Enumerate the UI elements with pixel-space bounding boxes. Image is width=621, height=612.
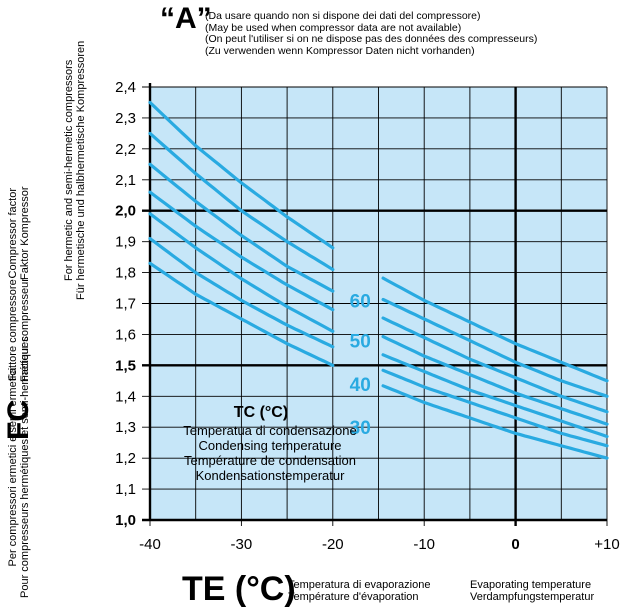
legend: TC (°C) Temperatua di condensazione Cond… (183, 404, 356, 483)
y-tick-label: 2,1 (115, 172, 136, 189)
curve-segment-left (148, 212, 335, 333)
y-tick-label: 1,6 (115, 326, 136, 343)
curve-segment-right (381, 297, 609, 398)
curve-segment-right (381, 276, 609, 383)
y-tick-label: 1,3 (115, 419, 136, 436)
y-tick-label: 2,2 (115, 141, 136, 158)
curve-segment-left (148, 190, 335, 312)
x-tick-label: -30 (231, 536, 253, 553)
x-tick-label: -20 (322, 536, 344, 553)
y-tick-label: 1,9 (115, 234, 136, 251)
curve-label: 60 (350, 291, 371, 312)
curve-label: 50 (350, 332, 371, 353)
legend-line-english: Condensing temperature (198, 438, 341, 453)
note-italian: (Da usare quando non si dispone dei dati… (205, 10, 481, 22)
grid-lines (142, 83, 608, 526)
y-tick-label: 1,1 (115, 481, 136, 498)
y-tick-label: 2,3 (115, 110, 136, 127)
evap-note-right: Evaporating temperature Verdampfungstemp… (470, 579, 595, 603)
y-tick-label: 1,0 (115, 512, 136, 529)
y-tick-label: 1,7 (115, 296, 136, 313)
tick-labels: 1,0 1,1 1,2 1,3 1,4 1,5 1,6 1,7 1,8 1,9 2,0 2,1 2,2 2… (115, 79, 620, 553)
x-tick-label: +10 (594, 536, 619, 553)
evap-note-french: Température d'évaporation (288, 590, 419, 603)
evap-note-english: Evaporating temperature (470, 579, 592, 591)
note-english: (May be used when compressor data are no… (205, 21, 462, 34)
x-tick-label: -40 (139, 536, 161, 553)
evap-note-german: Verdampfungstemperatur (470, 590, 595, 603)
y-tick-label: 2,4 (115, 79, 136, 96)
legend-line-italian: Temperatua di condensazione (183, 423, 356, 438)
curve-segment-right (381, 384, 609, 460)
legend-line-french: Température de condensation (184, 453, 356, 468)
curve-labels: 60 50 40 30 (350, 291, 371, 439)
y-tick-label: 2,0 (115, 203, 136, 220)
y-tick-label: 1,5 (115, 357, 136, 374)
x-tick-label: 0 (511, 536, 519, 553)
note-french: (On peut l'utiliser si on ne dispose pas… (205, 33, 538, 45)
y-tick-label: 1,4 (115, 388, 136, 405)
te-axis-label: TE (°C) (182, 570, 296, 608)
y-tick-label: 1,8 (115, 265, 136, 282)
curve-segment-left (148, 261, 335, 367)
curve-segment-right (381, 316, 609, 414)
curve-segment-right (381, 368, 609, 448)
curve-label: 40 (350, 375, 371, 396)
curve-label: 30 (350, 418, 371, 439)
note-german: (Zu verwenden wenn Kompressor Daten nich… (205, 44, 475, 57)
curve-segment-left (148, 162, 335, 293)
y-tick-label: 1,2 (115, 450, 136, 467)
legend-title: TC (°C) (234, 404, 288, 421)
header-notes: (Da usare quando non si dispone dei dati… (205, 10, 538, 57)
chart-letter-a: “A” (160, 2, 212, 35)
evap-note-italian: Temperatura di evaporazione (288, 579, 431, 591)
curve-segment-left (148, 100, 335, 250)
curve-segment-left (148, 237, 335, 349)
curve-segment-right (381, 353, 609, 439)
x-tick-label: -10 (413, 536, 435, 553)
evap-note-left: Temperatura di evaporazione Température … (288, 579, 431, 603)
legend-line-german: Kondensationstemperatur (196, 468, 346, 483)
curve-group (148, 100, 609, 460)
curve-segment-right (381, 335, 609, 426)
curve-segment-left (148, 131, 335, 272)
